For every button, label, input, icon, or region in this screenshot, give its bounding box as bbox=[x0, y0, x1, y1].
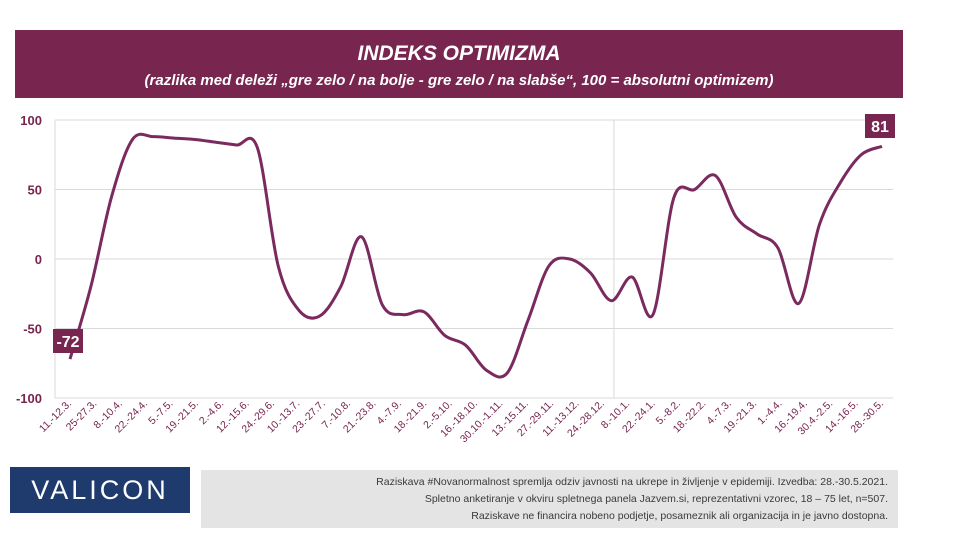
note-line: Spletno anketiranje v okviru spletnega p… bbox=[424, 493, 888, 505]
y-tick-label: -100 bbox=[16, 391, 42, 406]
chart-title-banner: INDEKS OPTIMIZMA (razlika med deleži „gr… bbox=[15, 30, 903, 98]
note-line: Raziskave ne financira nobeno podjetje, … bbox=[471, 510, 888, 522]
first-value-label: -72 bbox=[56, 334, 79, 351]
chart-title: INDEKS OPTIMIZMA bbox=[357, 42, 561, 65]
first-value-label-box bbox=[53, 329, 83, 353]
last-value-label: 81 bbox=[871, 119, 889, 136]
last-value-label-box bbox=[865, 114, 895, 138]
y-tick-label: -50 bbox=[23, 322, 42, 337]
methodology-note: Raziskava #Novanormalnost spremlja odziv… bbox=[201, 470, 898, 528]
y-tick-label: 100 bbox=[20, 113, 42, 128]
y-tick-label: 0 bbox=[35, 252, 42, 267]
y-tick-label: 50 bbox=[28, 183, 42, 198]
note-line: Raziskava #Novanormalnost spremlja odziv… bbox=[376, 476, 888, 488]
valicon-logo: VALICON bbox=[10, 467, 190, 513]
optimism-index-line bbox=[68, 132, 883, 379]
chart-subtitle: (razlika med deleži „gre zelo / na bolje… bbox=[144, 72, 774, 89]
